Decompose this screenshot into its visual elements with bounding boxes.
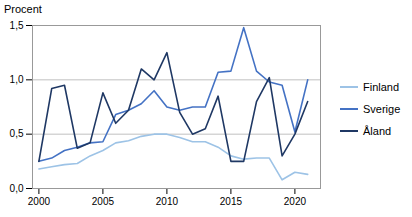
- svg-text:1,5: 1,5: [10, 20, 24, 31]
- svg-text:0,0: 0,0: [10, 183, 24, 194]
- html-text:Finland: Finland: [363, 80, 400, 93]
- svg-text:1,0: 1,0: [10, 74, 24, 85]
- html-text:Åland: Åland: [363, 124, 392, 137]
- svg-text:2000: 2000: [28, 196, 51, 207]
- html-text:Sverige: Sverige: [363, 102, 401, 115]
- svg-text:2015: 2015: [220, 196, 243, 207]
- svg-text:2010: 2010: [156, 196, 179, 207]
- svg-text:0,5: 0,5: [10, 128, 24, 139]
- svg-text:2005: 2005: [92, 196, 115, 207]
- html-text:Procent: Procent: [4, 3, 42, 15]
- svg-text:2020: 2020: [284, 196, 307, 207]
